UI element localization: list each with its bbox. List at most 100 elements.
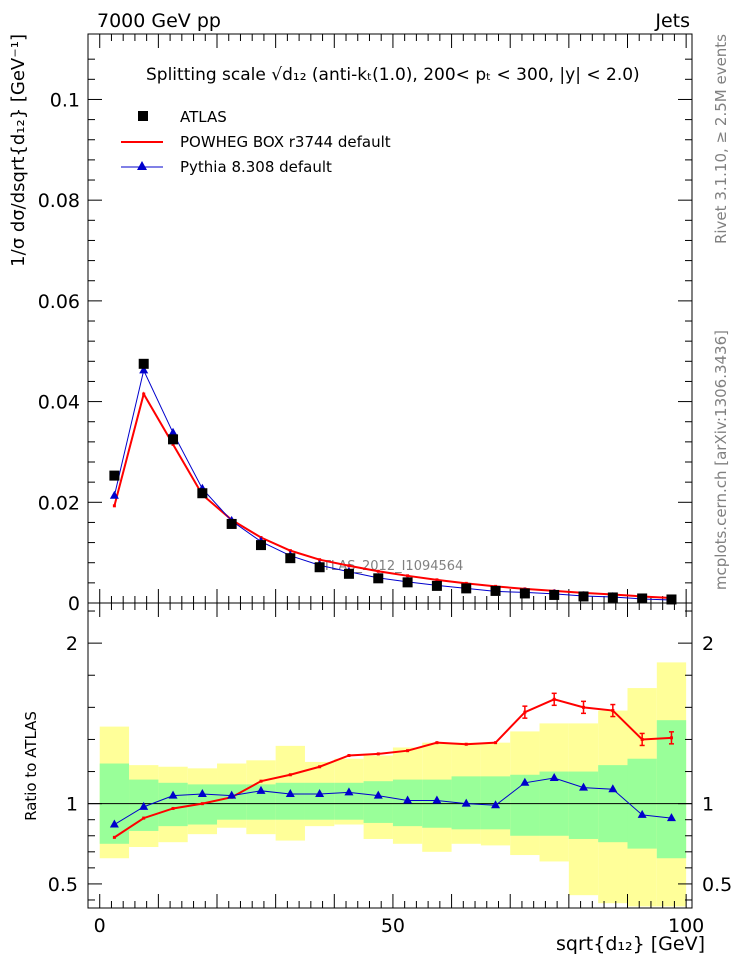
x-tick-label: 50 [381,915,405,937]
series-atlas-point [226,518,237,529]
ratio-pythia-point [344,787,354,796]
ratio-powheg-point [376,752,380,756]
y-tick-label-main: 0.02 [38,492,80,514]
ratio-pythia-point [403,795,413,804]
ratio-powheg-point [435,741,439,745]
y-tick-label-main: 0.06 [38,291,80,313]
series-powheg-point [171,442,175,446]
series-atlas-point [431,580,442,591]
ratio-pythia-point [197,789,207,798]
series-atlas-point [109,470,120,481]
y-tick-label-ratio: 1 [66,794,78,816]
y-tick-label-main: 0.1 [50,89,80,111]
analysis-watermark: ATLAS_2012_I1094564 [315,559,463,574]
ratio-band-inner [304,782,335,820]
main-frame [87,33,693,604]
series-atlas-point [490,585,501,596]
legend-atlas-label: ATLAS [180,108,227,126]
ratio-powheg-point [494,741,498,745]
header-left: 7000 GeV pp [97,10,221,32]
series-powheg-point [112,504,116,508]
ratio-pythia-point [579,782,589,791]
series-atlas-point [461,583,472,594]
ratio-pythia-point [549,772,559,781]
ratio-powheg-point [288,773,292,777]
ratio-pythia-point [168,790,178,799]
ratio-pythia-point [461,798,471,807]
ratio-pythia-point [637,809,647,818]
series-atlas-point [549,589,560,600]
ratio-pythia-point [227,790,237,799]
ratio-pythia-point [109,819,119,828]
ratio-pythia-line [114,777,672,825]
series-atlas-point [197,488,208,499]
ratio-powheg-point [318,765,322,769]
series-powheg-point [288,549,292,553]
series-atlas-point [314,562,325,573]
ratio-pythia-point [373,790,383,799]
legend-pythia-label: Pythia 8.308 default [180,158,332,176]
x-axis-title: sqrt{d₁₂} [GeV] [556,933,705,955]
y-tick-label-ratio-right: 2 [702,633,714,655]
y-tick-label-ratio-right: 0.5 [702,874,732,896]
series-atlas-point [578,591,589,602]
series-atlas-point [637,593,648,604]
y-axis-title-ratio: Ratio to ATLAS [22,711,40,821]
series-pythia-point [109,490,119,499]
ratio-powheg-point [142,816,146,820]
ratio-powheg-point [347,754,351,757]
ratio-powheg-point [464,742,468,746]
series-atlas-point [138,358,149,369]
series-atlas-point [255,540,266,551]
ratio-band-inner [568,771,599,839]
x-tick-label: 0 [94,915,106,937]
ratio-pythia-point [256,785,266,794]
ratio-panel: 0 50 100 0.5 0.5 1 1 2 2 [48,603,732,937]
series-atlas-point [607,592,618,603]
legend-powheg-label: POWHEG BOX r3744 default [180,133,391,151]
header-right: Jets [654,10,690,32]
side-text-mcplots: mcplots.cern.ch [arXiv:1306.3436] [712,330,730,590]
ratio-powheg-point [171,806,175,810]
y-tick-label-ratio: 2 [66,633,78,655]
series-atlas-point [168,434,179,445]
main-panel: 0 0.02 0.04 0.06 0.08 0.1 ATLAS_2012_I1094564 [38,34,692,615]
ratio-pythia-point [520,777,530,786]
ratio-pythia-point [139,801,149,810]
series-powheg-point [435,578,439,582]
ratio-band-inner [363,781,393,823]
y-tick-label-main: 0.04 [38,392,80,414]
legend-pythia-marker [137,161,147,170]
y-axis-title-main: 1/σ dσ/dsqrt{d₁₂} [GeV⁻¹] [8,34,29,267]
series-pythia-point [168,427,178,436]
legend: ATLAS POWHEG BOX r3744 default Pythia 8.… [121,108,391,176]
ratio-band-inner [275,782,305,820]
y-tick-label-main: 0.08 [38,190,80,212]
ratio-pythia-point [285,789,295,798]
side-text-rivet: Rivet 3.1.10, ≥ 2.5M events [712,34,730,244]
ratio-frame [87,602,693,909]
series-atlas-point [666,594,677,605]
ratio-pythia-point [666,813,676,822]
series-powheg-point [464,581,468,585]
y-tick-label-ratio-right: 1 [702,794,714,816]
ratio-pythia-point [315,789,325,798]
ratio-powheg-point [112,835,116,839]
ratio-pythia-point [432,795,442,804]
ratio-pythia-point [608,784,618,793]
series-atlas-point [402,577,413,588]
ratio-powheg-line [113,698,672,839]
series-atlas-point [373,573,384,584]
series-powheg-point [142,392,146,396]
ratio-powheg-point [259,779,263,783]
y-tick-label-main: 0 [68,593,80,615]
series-pythia-point [139,365,149,374]
series-atlas-point [343,568,354,579]
ratio-powheg-point [200,802,204,806]
plot-title: Splitting scale √d₁₂ (anti-kₜ(1.0), 200<… [146,65,640,85]
series-powheg-point [318,558,322,562]
y-tick-label-ratio: 0.5 [48,874,78,896]
series-powheg-point [406,574,410,578]
ratio-powheg-point [406,749,410,753]
